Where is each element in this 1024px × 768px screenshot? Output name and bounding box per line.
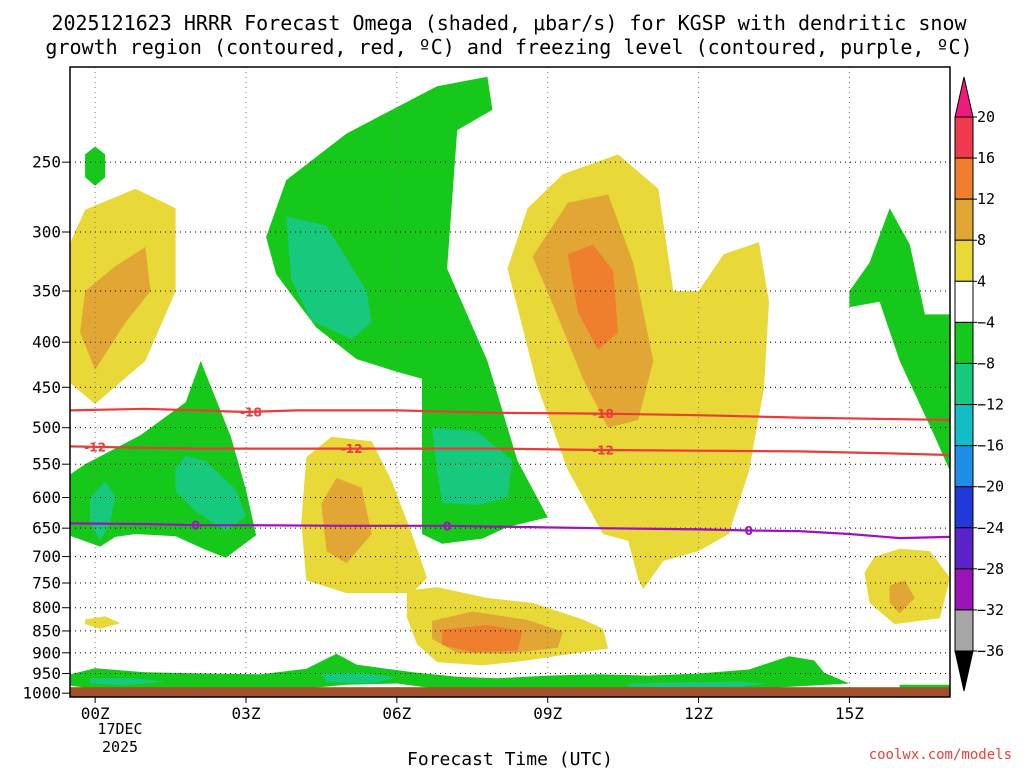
y-tick-label-650: 650 (32, 519, 61, 538)
y-tick-label-500: 500 (32, 418, 61, 437)
x-axis: 00Z 03Z 06Z 09Z 12Z 15Z (81, 697, 864, 723)
colorbar-label-4: 4 (977, 272, 986, 290)
omega-region-20 (85, 616, 121, 629)
y-tick-label-350: 350 (32, 282, 61, 301)
y-tick-label-1000: 1000 (22, 684, 61, 703)
y-tick-label-250: 250 (32, 153, 61, 172)
colorbar-bin-20 (954, 116, 974, 159)
freezing-level-label-2: 0 (745, 524, 753, 538)
colorbar-label--24: −24 (977, 519, 1004, 537)
colorbar-bin--32 (954, 609, 974, 652)
dgz-top-contour (70, 407, 950, 421)
y-tick-label-400: 400 (32, 333, 61, 352)
y-tick-label-950: 950 (32, 664, 61, 683)
colorbar-label--8: −8 (977, 354, 995, 372)
colorbar-bin-16 (954, 157, 974, 200)
plot-background (70, 67, 950, 697)
omega-region-19 (889, 580, 915, 614)
y-tick-label-750: 750 (32, 573, 61, 592)
omega-region-21 (70, 653, 850, 691)
x-tick-label-03Z: 03Z (232, 704, 261, 723)
dgz-top-label-1: -18 (592, 407, 614, 421)
omega-region-14 (321, 477, 372, 564)
omega-region-2 (80, 247, 151, 370)
omega-region-5 (432, 427, 513, 506)
omega-region-3 (266, 76, 548, 544)
y-tick-label-850: 850 (32, 621, 61, 640)
colorbar-bin--12 (954, 404, 974, 447)
colorbar-bin--24 (954, 527, 974, 570)
omega-region-4 (286, 216, 372, 340)
colorbar-label--20: −20 (977, 478, 1004, 496)
dgz-top-label-0: -18 (240, 405, 262, 419)
omega-region-12 (175, 455, 246, 532)
colorbar-label--36: −36 (977, 642, 1004, 660)
y-tick-label-300: 300 (32, 223, 61, 242)
colorbar-label-20: 20 (977, 108, 995, 126)
colorbar-label-16: 16 (977, 149, 995, 167)
y-axis: 250 300 350 400 450 500 550 600 650 700 750 800 850 9… (22, 153, 70, 703)
grid-lines (70, 67, 950, 697)
colorbar-label--12: −12 (977, 396, 1004, 414)
omega-region-8 (567, 244, 619, 350)
x-tick-label-15Z: 15Z (835, 704, 864, 723)
colorbar-top-arrow (954, 76, 974, 118)
y-tick-label-800: 800 (32, 598, 61, 617)
y-tick-label-900: 900 (32, 643, 61, 662)
omega-region-24 (628, 681, 769, 688)
y-tick-label-600: 600 (32, 488, 61, 507)
colorbar-label--4: −4 (977, 313, 995, 331)
colorbar-bottom-arrow (954, 650, 974, 692)
omega-region-22 (90, 678, 166, 686)
omega-region-17 (442, 625, 523, 652)
x-tick-label-06Z: 06Z (382, 704, 411, 723)
colorbar-bin--8 (954, 362, 974, 406)
colorbar-bin--20 (954, 486, 974, 529)
colorbar: 20 16 12 8 4 −4 −8 −12 −16 −20 −24 −28 −32 −36 (954, 76, 1004, 692)
x-tick-label-09Z: 09Z (533, 704, 562, 723)
plot-area: -18 -18 -12 -12 -12 0 0 0 (70, 67, 950, 697)
x-date-day: 17DEC (97, 720, 142, 738)
x-axis-title: Forecast Time (UTC) (407, 749, 613, 768)
ground-surface (70, 687, 950, 697)
plot-frame (69, 66, 951, 698)
colorbar-label-12: 12 (977, 190, 995, 208)
y-tick-label-550: 550 (32, 455, 61, 474)
y-tick-label-700: 700 (32, 547, 61, 566)
chart-title-line2: growth region (contoured, red, ºC) and f… (45, 35, 972, 59)
y-tick-label-450: 450 (32, 378, 61, 397)
dgz-bottom-contour (70, 445, 950, 457)
colorbar-bin-8 (954, 239, 974, 282)
chart-title-line1: 2025121623 HRRR Forecast Omega (shaded, … (51, 11, 967, 35)
omega-region-11 (90, 481, 116, 541)
colorbar-label--32: −32 (977, 601, 1004, 619)
colorbar-bin--16 (954, 445, 974, 488)
dgz-bottom-label-1: -12 (341, 442, 363, 456)
freezing-level-label-0: 0 (192, 519, 200, 533)
colorbar-bin-12 (954, 198, 974, 241)
colorbar-label-8: 8 (977, 231, 986, 249)
omega-region-9 (849, 208, 950, 472)
omega-region-23 (321, 672, 397, 684)
colorbar-label--28: −28 (977, 560, 1004, 578)
colorbar-bin--4 (954, 321, 974, 364)
dgz-bottom-label-2: -12 (592, 444, 614, 458)
colorbar-bin-4 (954, 280, 974, 323)
x-tick-label-00Z: 00Z (81, 704, 110, 723)
omega-region-0 (85, 146, 106, 186)
freezing-level-contour (70, 522, 950, 540)
dgz-bottom-label-0: -12 (84, 440, 106, 454)
credit-text: coolwx.com/models (869, 747, 1012, 763)
x-date-year: 2025 (102, 738, 138, 756)
colorbar-label--16: −16 (977, 437, 1004, 455)
freezing-level-label-1: 0 (443, 519, 451, 533)
temperature-contours: -18 -18 -12 -12 -12 0 0 0 (70, 405, 950, 540)
x-tick-label-12Z: 12Z (684, 704, 713, 723)
colorbar-bin--28 (954, 568, 974, 611)
